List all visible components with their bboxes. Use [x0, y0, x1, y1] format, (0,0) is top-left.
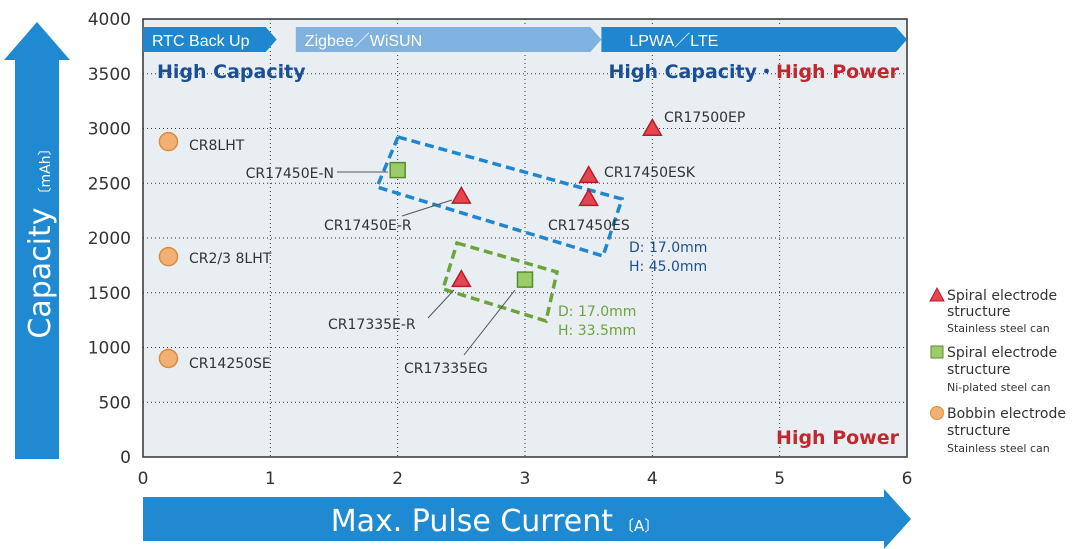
y-tick-label: 1500 — [88, 284, 131, 304]
marker-cr17335eg — [516, 271, 534, 288]
legend-entry-2-title-line1: Spiral electrode — [947, 345, 1057, 361]
y-tick-labels: 0 500 1000 1500 2000 2500 3000 3500 4000 — [88, 10, 131, 468]
point-label-cr17335eg: CR17335EG — [404, 361, 488, 377]
group2-dimension-h: H: 33.5mm — [558, 323, 636, 339]
y-axis-arrow — [4, 22, 70, 459]
x-tick-label: 3 — [520, 469, 531, 489]
marker-cr17500ep — [642, 117, 663, 136]
marker-cr17450esk — [578, 165, 599, 184]
legend-entry-2-title-line2: structure — [947, 362, 1011, 378]
point-label-cr17450es: CR17450ES — [548, 218, 630, 234]
y-tick-label: 3000 — [88, 120, 131, 140]
x-tick-labels: 0 1 2 3 4 5 6 — [138, 469, 913, 489]
y-axis-title-unit: 〔mAh〕 — [38, 141, 54, 201]
legend-square-icon — [930, 345, 944, 359]
y-tick-label: 4000 — [88, 10, 131, 30]
x-axis-title-unit: 〔A〕 — [619, 517, 659, 535]
band-rtc-backup-label: RTC Back Up — [152, 33, 250, 50]
point-label-cr14250se: CR14250SE — [189, 356, 271, 372]
legend-entry-3-title-line1: Bobbin electrode — [947, 406, 1066, 422]
region-label-high-capacity-power: High Capacity・High Power — [608, 61, 899, 83]
band-zigbee-wisun-label: Zigbee／WiSUN — [305, 33, 422, 50]
y-tick-label: 3500 — [88, 65, 131, 85]
leader-lines — [337, 171, 516, 356]
band-lpwa-lte — [601, 27, 907, 52]
marker-cr14250se — [158, 348, 179, 369]
point-label-cr2-3-8lht: CR2/3 8LHT — [189, 251, 272, 267]
band-zigbee-wisun — [295, 27, 602, 52]
x-tick-label: 4 — [647, 469, 658, 489]
y-tick-label: 1000 — [88, 339, 131, 359]
marker-cr8lht — [158, 131, 179, 152]
group2-dimension-d: D: 17.0mm — [558, 304, 636, 320]
point-label-cr17450esk: CR17450ESK — [604, 165, 696, 181]
x-axis-title: Max. Pulse Current 〔A〕 — [331, 504, 660, 539]
y-tick-label: 0 — [120, 448, 131, 468]
region-label-high-power: High Power — [776, 427, 900, 449]
point-label-cr17500ep: CR17500EP — [664, 110, 745, 126]
x-tick-label: 2 — [392, 469, 403, 489]
region-label-high-power-2: High Power — [776, 61, 900, 83]
x-tick-label: 1 — [265, 469, 276, 489]
data-markers — [158, 117, 663, 369]
point-label-cr8lht: CR8LHT — [189, 138, 245, 154]
marker-cr17450es — [578, 188, 599, 207]
x-axis-title-text: Max. Pulse Current — [331, 504, 614, 539]
region-label-separator: ・ — [757, 61, 776, 83]
y-axis-title-text: Capacity — [23, 207, 58, 338]
x-tick-label: 6 — [902, 469, 913, 489]
y-tick-label: 2000 — [88, 229, 131, 249]
point-label-cr17335e-r: CR17335E-R — [328, 317, 416, 333]
legend: Spiral electrode structure Stainless ste… — [929, 286, 1066, 455]
group1-dimension-h: H: 45.0mm — [629, 259, 707, 275]
y-axis-title: Capacity 〔mAh〕 — [23, 141, 58, 338]
marker-cr17450e-r — [451, 185, 472, 204]
y-tick-label: 500 — [99, 393, 131, 413]
marker-cr17450e-n — [389, 161, 406, 179]
region-label-high-capacity-2: High Capacity — [608, 61, 757, 83]
legend-entry-2-subtitle: Ni-plated steel can — [947, 381, 1051, 394]
legend-entry-1-subtitle: Stainless steel can — [947, 322, 1050, 335]
grid-lines — [143, 19, 907, 457]
band-rtc-backup — [143, 27, 277, 52]
group-box-17x33 — [440, 240, 560, 324]
legend-entry-1-title-line1: Spiral electrode — [947, 288, 1057, 304]
point-label-cr17450e-r: CR17450E-R — [324, 218, 412, 234]
legend-circle-icon — [930, 406, 944, 420]
x-tick-label: 5 — [774, 469, 785, 489]
legend-entry-3-title-line2: structure — [947, 423, 1011, 439]
x-axis-arrow — [143, 489, 911, 549]
legend-entry-3-subtitle: Stainless steel can — [947, 442, 1050, 455]
marker-cr17335e-r — [451, 269, 472, 288]
group1-dimension-d: D: 17.0mm — [629, 240, 707, 256]
legend-entry-1-title-line2: structure — [947, 304, 1011, 320]
band-lpwa-lte-label: LPWA／LTE — [629, 33, 718, 50]
marker-cr2-3-8lht — [158, 246, 179, 267]
point-label-cr17450e-n: CR17450E-N — [246, 166, 334, 182]
region-label-high-capacity: High Capacity — [157, 61, 306, 83]
x-tick-label: 0 — [138, 469, 149, 489]
application-bands: RTC Back Up Zigbee／WiSUN LPWA／LTE — [143, 27, 907, 52]
group-box-17x45 — [374, 134, 625, 259]
legend-triangle-icon — [929, 286, 945, 302]
y-tick-label: 2500 — [88, 174, 131, 194]
